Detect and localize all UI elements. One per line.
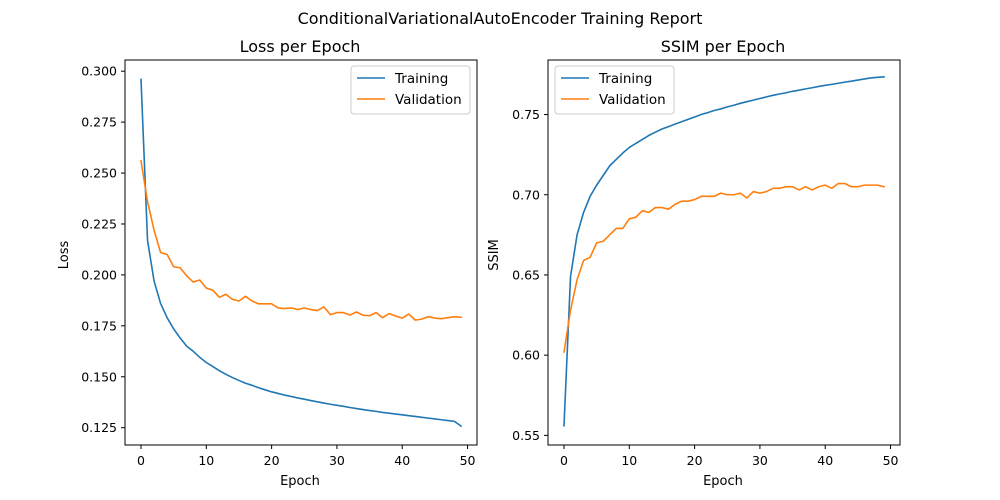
loss-x-tick-label: 40 bbox=[394, 453, 410, 468]
ssim-x-tick-label: 30 bbox=[752, 453, 768, 468]
loss-training-line bbox=[140, 78, 463, 428]
ssim-chart-xlabel: Epoch bbox=[703, 474, 743, 489]
ssim-legend: Training Validation bbox=[554, 65, 675, 115]
ssim-y-tick-label: 0.70 bbox=[512, 187, 540, 202]
ssim-chart: SSIM per Epoch Epoch SSIM 0 10 20 30 40 50 0.5… bbox=[487, 37, 901, 489]
loss-y-tick-label: 0.125 bbox=[81, 420, 117, 435]
figure-suptitle: ConditionalVariationalAutoEncoder Traini… bbox=[298, 9, 703, 28]
loss-y-tick-label: 0.300 bbox=[81, 64, 117, 79]
ssim-x-tick-label: 20 bbox=[687, 453, 703, 468]
loss-chart-xlabel: Epoch bbox=[280, 474, 320, 489]
ssim-x-tick-label: 40 bbox=[817, 453, 833, 468]
ssim-validation-line bbox=[563, 182, 885, 353]
loss-y-tick-label: 0.200 bbox=[81, 267, 117, 282]
loss-x-tick-label: 0 bbox=[137, 453, 145, 468]
loss-y-tick-label: 0.150 bbox=[81, 369, 117, 384]
ssim-legend-label-training: Training bbox=[598, 71, 652, 87]
ssim-legend-label-validation: Validation bbox=[599, 92, 666, 108]
loss-axes-frame bbox=[124, 59, 478, 446]
loss-chart-title: Loss per Epoch bbox=[240, 37, 361, 56]
loss-legend: Training Validation bbox=[350, 65, 471, 115]
ssim-axes-frame bbox=[547, 59, 901, 446]
loss-x-tick-label: 30 bbox=[329, 453, 345, 468]
loss-x-tick-label: 50 bbox=[460, 453, 476, 468]
loss-y-tick-label: 0.275 bbox=[81, 115, 117, 130]
ssim-training-line bbox=[563, 75, 885, 427]
loss-legend-label-training: Training bbox=[394, 71, 448, 87]
loss-x-tick-label: 20 bbox=[264, 453, 280, 468]
loss-chart-ylabel: Loss bbox=[57, 241, 72, 270]
loss-y-tick-label: 0.225 bbox=[81, 216, 117, 231]
loss-y-tick-label: 0.250 bbox=[81, 166, 117, 181]
ssim-chart-ylabel: SSIM bbox=[487, 239, 502, 271]
ssim-chart-title: SSIM per Epoch bbox=[661, 37, 786, 56]
ssim-x-tick-label: 0 bbox=[560, 453, 568, 468]
ssim-y-tick-label: 0.65 bbox=[512, 267, 540, 282]
ssim-y-tick-label: 0.55 bbox=[512, 428, 540, 443]
loss-x-tick-label: 10 bbox=[198, 453, 214, 468]
ssim-x-tick-label: 50 bbox=[883, 453, 899, 468]
ssim-x-tick-label: 10 bbox=[621, 453, 637, 468]
ssim-y-tick-label: 0.75 bbox=[512, 107, 540, 122]
loss-validation-line bbox=[140, 159, 462, 321]
loss-legend-label-validation: Validation bbox=[395, 92, 462, 108]
loss-y-tick-label: 0.175 bbox=[81, 318, 117, 333]
loss-chart: Loss per Epoch Epoch Loss 0 10 20 30 40 50 0.1… bbox=[57, 37, 478, 489]
ssim-y-tick-label: 0.60 bbox=[512, 348, 540, 363]
